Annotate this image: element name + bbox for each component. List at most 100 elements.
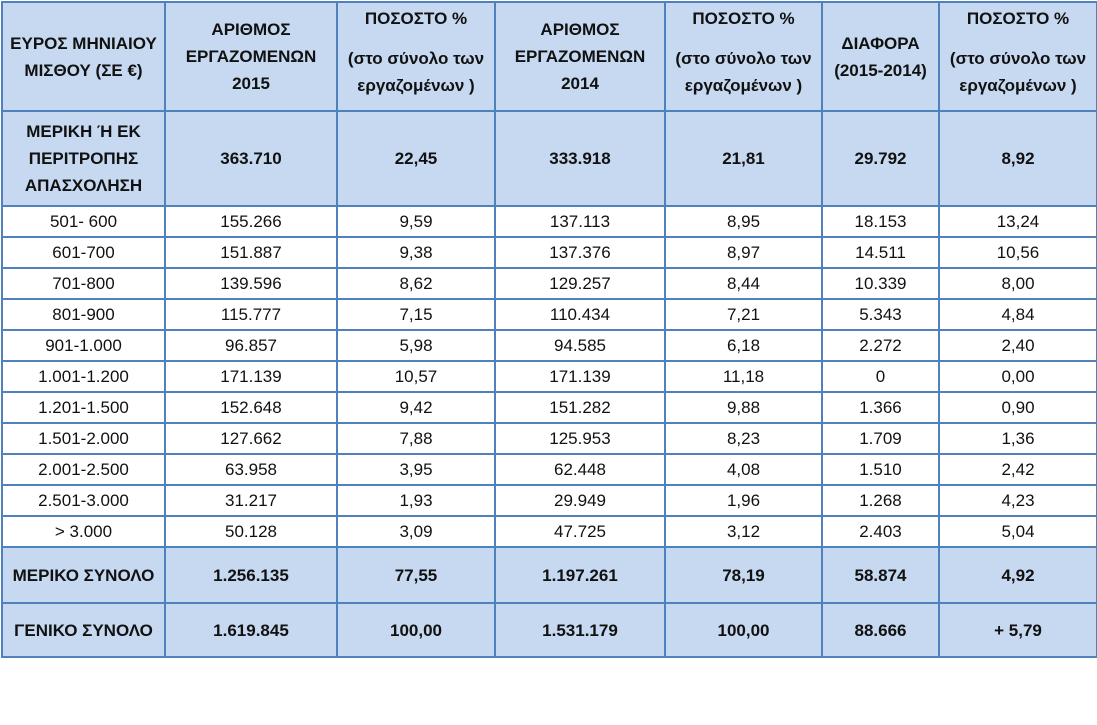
table-row: 801-900 115.777 7,15 110.434 7,21 5.343 4,84 — [1, 298, 1097, 331]
cell: 2,40 — [938, 329, 1097, 362]
row-label: ΜΕΡΙΚΟ ΣΥΝΟΛΟ — [1, 546, 166, 604]
cell: 1.709 — [821, 422, 940, 455]
cell: 8,95 — [664, 205, 823, 238]
cell: 96.857 — [164, 329, 338, 362]
cell: 31.217 — [164, 484, 338, 517]
cell: 62.448 — [494, 453, 666, 486]
cell: 6,18 — [664, 329, 823, 362]
table-row: 2.501-3.000 31.217 1,93 29.949 1,96 1.268 4,23 — [1, 484, 1097, 517]
salary-table: ΕΥΡΟΣ ΜΗΝΙΑΙΟΥ ΜΙΣΘΟΥ (ΣΕ €) ΑΡΙΘΜΟΣ ΕΡΓ… — [1, 1, 1097, 658]
cell: 1.197.261 — [494, 546, 666, 604]
row-label: > 3.000 — [1, 515, 166, 548]
cell: 22,45 — [336, 110, 496, 207]
row-label: 1.501-2.000 — [1, 422, 166, 455]
column-header: ΑΡΙΘΜΟΣ ΕΡΓΑΖΟΜΕΝΩΝ 2014 — [494, 1, 666, 112]
cell: 8,00 — [938, 267, 1097, 300]
cell: 100,00 — [336, 602, 496, 658]
cell: 1,96 — [664, 484, 823, 517]
cell: 3,95 — [336, 453, 496, 486]
cell: 1.366 — [821, 391, 940, 424]
cell: 1.619.845 — [164, 602, 338, 658]
row-label: 1.201-1.500 — [1, 391, 166, 424]
cell: 363.710 — [164, 110, 338, 207]
cell: 88.666 — [821, 602, 940, 658]
cell: 78,19 — [664, 546, 823, 604]
cell: 1,93 — [336, 484, 496, 517]
cell: 333.918 — [494, 110, 666, 207]
cell: 11,18 — [664, 360, 823, 393]
cell: 29.792 — [821, 110, 940, 207]
cell: 5,04 — [938, 515, 1097, 548]
row-label: ΜΕΡΙΚΗ Ή ΕΚ ΠΕΡΙΤΡΟΠΗΣ ΑΠΑΣΧΟΛΗΣΗ — [1, 110, 166, 207]
cell: 8,92 — [938, 110, 1097, 207]
cell: 155.266 — [164, 205, 338, 238]
cell: 4,08 — [664, 453, 823, 486]
cell: 8,62 — [336, 267, 496, 300]
cell: 7,15 — [336, 298, 496, 331]
column-header: ΕΥΡΟΣ ΜΗΝΙΑΙΟΥ ΜΙΣΘΟΥ (ΣΕ €) — [1, 1, 166, 112]
table-row: 501- 600 155.266 9,59 137.113 8,95 18.153 13,2… — [1, 205, 1097, 238]
cell: 125.953 — [494, 422, 666, 455]
cell: + 5,79 — [938, 602, 1097, 658]
table-row: ΜΕΡΙΚΟ ΣΥΝΟΛΟ 1.256.135 77,55 1.197.261 78,1… — [1, 546, 1097, 604]
cell: 0 — [821, 360, 940, 393]
row-label: 801-900 — [1, 298, 166, 331]
cell: 8,44 — [664, 267, 823, 300]
cell: 1.531.179 — [494, 602, 666, 658]
cell: 129.257 — [494, 267, 666, 300]
cell: 10,57 — [336, 360, 496, 393]
column-header: ΠΟΣΟΣΤΟ % — [938, 1, 1097, 34]
cell: 1.510 — [821, 453, 940, 486]
table-row: > 3.000 50.128 3,09 47.725 3,12 2.403 5,04 — [1, 515, 1097, 548]
cell: 58.874 — [821, 546, 940, 604]
cell: 2,42 — [938, 453, 1097, 486]
table-row: 2.001-2.500 63.958 3,95 62.448 4,08 1.510 2,42 — [1, 453, 1097, 486]
cell: 152.648 — [164, 391, 338, 424]
cell: 63.958 — [164, 453, 338, 486]
row-label: 2.001-2.500 — [1, 453, 166, 486]
cell: 0,00 — [938, 360, 1097, 393]
table-row: 1.001-1.200 171.139 10,57 171.139 11,18 0 0,00 — [1, 360, 1097, 393]
cell: 4,92 — [938, 546, 1097, 604]
column-note: (στο σύνολο των εργαζομένων ) — [664, 34, 823, 112]
cell: 94.585 — [494, 329, 666, 362]
column-note: (στο σύνολο των εργαζομένων ) — [938, 34, 1097, 112]
column-header: ΠΟΣΟΣΤΟ % — [664, 1, 823, 34]
cell: 137.376 — [494, 236, 666, 269]
cell: 0,90 — [938, 391, 1097, 424]
cell: 171.139 — [494, 360, 666, 393]
cell: 151.282 — [494, 391, 666, 424]
table-row: 701-800 139.596 8,62 129.257 8,44 10.339 8,00 — [1, 267, 1097, 300]
cell: 10,56 — [938, 236, 1097, 269]
cell: 110.434 — [494, 298, 666, 331]
cell: 1.268 — [821, 484, 940, 517]
row-label: 1.001-1.200 — [1, 360, 166, 393]
row-label: 701-800 — [1, 267, 166, 300]
cell: 8,23 — [664, 422, 823, 455]
cell: 2.403 — [821, 515, 940, 548]
cell: 10.339 — [821, 267, 940, 300]
table-row: 1.201-1.500 152.648 9,42 151.282 9,88 1.366 0,… — [1, 391, 1097, 424]
cell: 8,97 — [664, 236, 823, 269]
table-row: 901-1.000 96.857 5,98 94.585 6,18 2.272 2,40 — [1, 329, 1097, 362]
cell: 171.139 — [164, 360, 338, 393]
cell: 18.153 — [821, 205, 940, 238]
cell: 77,55 — [336, 546, 496, 604]
cell: 1,36 — [938, 422, 1097, 455]
cell: 47.725 — [494, 515, 666, 548]
cell: 3,12 — [664, 515, 823, 548]
cell: 7,88 — [336, 422, 496, 455]
cell: 4,84 — [938, 298, 1097, 331]
table-row: 601-700 151.887 9,38 137.376 8,97 14.511 10,56 — [1, 236, 1097, 269]
cell: 3,09 — [336, 515, 496, 548]
cell: 4,23 — [938, 484, 1097, 517]
cell: 9,59 — [336, 205, 496, 238]
cell: 9,42 — [336, 391, 496, 424]
table-row: ΜΕΡΙΚΗ Ή ΕΚ ΠΕΡΙΤΡΟΠΗΣ ΑΠΑΣΧΟΛΗΣΗ 363.710… — [1, 110, 1097, 207]
cell: 5.343 — [821, 298, 940, 331]
cell: 50.128 — [164, 515, 338, 548]
cell: 127.662 — [164, 422, 338, 455]
column-header: ΔΙΑΦΟΡΑ (2015-2014) — [821, 1, 940, 112]
cell: 7,21 — [664, 298, 823, 331]
